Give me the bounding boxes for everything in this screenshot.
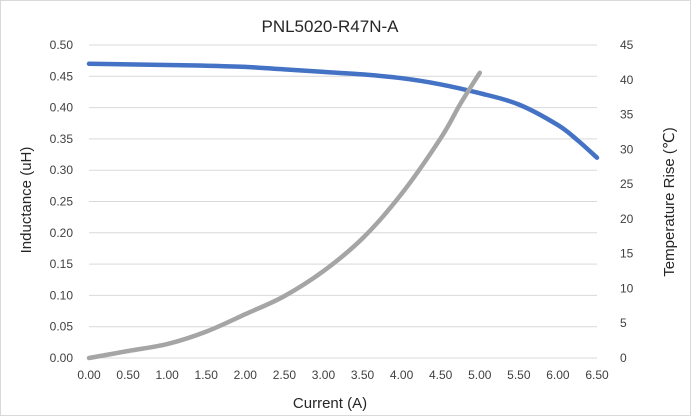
y2-tick-label: 20: [620, 212, 634, 226]
x-tick-label: 0.00: [77, 368, 101, 382]
y2-tick-label: 15: [620, 247, 634, 261]
y-axis-title: Inductance (uH): [18, 147, 35, 254]
x-tick-label: 4.50: [429, 368, 453, 382]
y-tick-label: 0.00: [50, 351, 74, 365]
y-tick-label: 0.45: [50, 69, 74, 83]
x-axis-ticks: 0.00 0.50 1.00 1.50 2.00 2.50 3.00 3.50 4.00 4.50…: [77, 368, 609, 382]
y2-tick-label: 45: [620, 38, 634, 52]
chart-title: PNL5020-R47N-A: [261, 17, 399, 36]
y-tick-label: 0.05: [50, 320, 74, 334]
y2-tick-label: 35: [620, 108, 634, 122]
x-tick-label: 5.00: [468, 368, 492, 382]
y2-tick-label: 5: [620, 316, 627, 330]
series-layer: [86, 61, 600, 361]
y-tick-label: 0.15: [50, 257, 74, 271]
left-axis-ticks: 0.00 0.05 0.10 0.15 0.20 0.25 0.30 0.35 0.40 0.45…: [50, 38, 74, 365]
y2-tick-label: 25: [620, 177, 634, 191]
x-tick-label: 5.50: [507, 368, 531, 382]
y2-tick-label: 10: [620, 281, 634, 295]
x-tick-label: 0.50: [116, 368, 140, 382]
y-tick-label: 0.40: [50, 101, 74, 115]
y2-tick-label: 30: [620, 142, 634, 156]
x-tick-label: 1.50: [195, 368, 219, 382]
x-tick-label: 6.00: [546, 368, 570, 382]
y2-tick-label: 40: [620, 73, 634, 87]
y-tick-label: 0.30: [50, 163, 74, 177]
temperature-rise-line: [86, 70, 483, 361]
y2-axis-title: Temperature Rise (℃): [661, 127, 678, 276]
x-tick-label: 6.50: [585, 368, 609, 382]
x-tick-label: 2.50: [273, 368, 297, 382]
y-tick-label: 0.20: [50, 226, 74, 240]
inductance-line: [86, 61, 600, 160]
right-axis-ticks: 0 5 10 15 20 25 30 35 40 45: [620, 38, 634, 365]
y-tick-label: 0.10: [50, 288, 74, 302]
x-tick-label: 3.00: [312, 368, 336, 382]
y-tick-label: 0.35: [50, 132, 74, 146]
y-tick-label: 0.25: [50, 195, 74, 209]
y-tick-label: 0.50: [50, 38, 74, 52]
x-tick-label: 4.00: [390, 368, 414, 382]
x-tick-label: 1.00: [155, 368, 179, 382]
y2-tick-label: 0: [620, 351, 627, 365]
x-tick-label: 2.00: [234, 368, 258, 382]
x-axis-title: Current (A): [293, 395, 367, 412]
x-tick-label: 3.50: [351, 368, 375, 382]
gridlines: [89, 44, 597, 359]
